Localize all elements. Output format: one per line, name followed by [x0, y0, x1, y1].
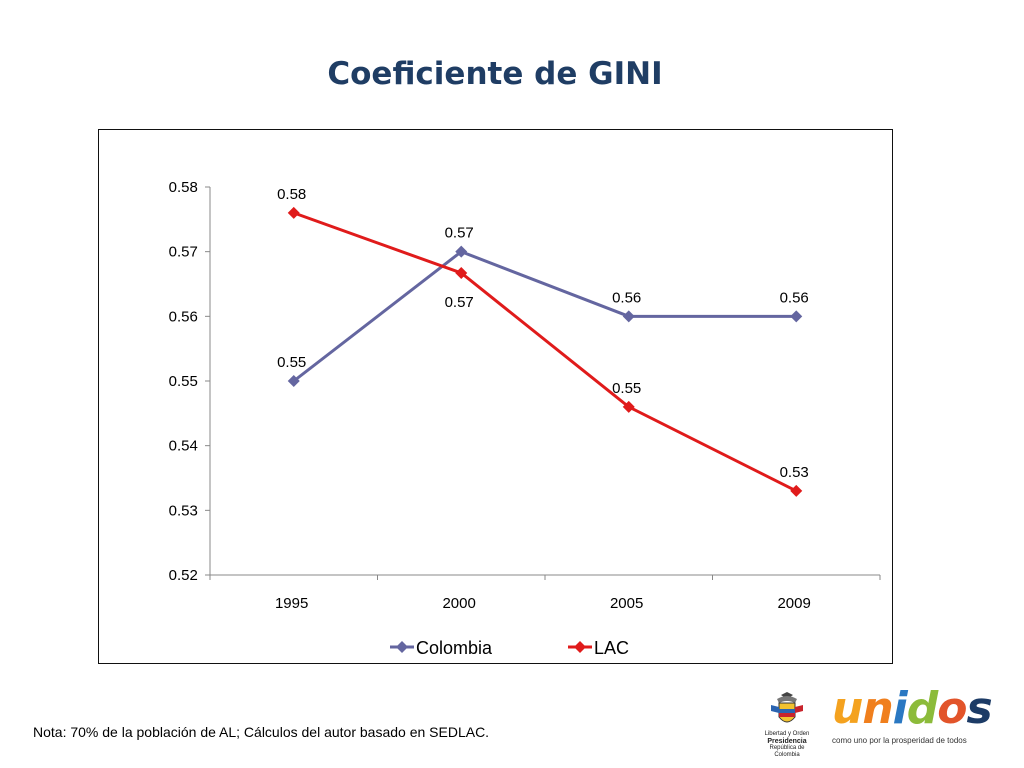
data-point-colombia: [622, 310, 635, 323]
data-point-lac: [622, 400, 635, 413]
y-tick-label: 0.58: [169, 179, 202, 196]
x-tick-label: 2009: [777, 595, 815, 612]
unidos-tagline: como uno por la prosperidad de todos: [832, 736, 967, 745]
x-tick-label: 1995: [275, 595, 313, 612]
unidos-letter-s: s: [966, 683, 992, 734]
legend-label-lac: LAC: [594, 638, 629, 658]
x-tick-label: 2005: [610, 595, 648, 612]
x-tick-label: 2000: [442, 595, 480, 612]
data-label-colombia: 0.55: [277, 354, 310, 371]
legend-marker-lac: [574, 641, 586, 653]
unidos-logo: unidos como uno por la prosperidad de to…: [832, 683, 993, 754]
unidos-letter-i: i: [892, 683, 908, 734]
unidos-letter-u: u: [832, 683, 863, 734]
data-label-colombia: 0.57: [445, 225, 478, 242]
y-tick-label: 0.56: [169, 308, 202, 325]
unidos-letter-d: d: [906, 683, 938, 734]
data-point-lac: [287, 206, 300, 219]
data-point-lac: [790, 484, 803, 497]
coat-of-arms-icon: [771, 692, 803, 723]
y-tick-label: 0.57: [169, 244, 202, 261]
data-label-lac: 0.53: [780, 464, 813, 481]
series-line-colombia: [292, 249, 797, 383]
data-point-colombia: [287, 375, 300, 387]
y-tick-label: 0.54: [169, 438, 202, 455]
data-label-lac: 0.57: [445, 294, 478, 311]
series-line-lac: [293, 211, 797, 493]
presidencia-name: Presidencia: [767, 738, 807, 745]
footnote: Nota: 70% de la población de AL; Cálculo…: [33, 724, 490, 740]
unidos-letter-n: n: [862, 683, 893, 734]
slide-title: Coeficiente de GINI: [327, 56, 663, 92]
presidencia-motto: Libertad y Orden: [764, 731, 810, 737]
y-tick-label: 0.55: [169, 373, 202, 390]
legend-label-colombia: Colombia: [416, 638, 493, 658]
y-tick-label: 0.52: [169, 567, 202, 584]
data-label-colombia: 0.56: [612, 289, 645, 306]
data-label-colombia: 0.56: [780, 289, 813, 306]
data-point-colombia: [790, 310, 803, 323]
data-label-lac: 0.58: [277, 186, 310, 203]
legend-marker-colombia: [396, 641, 408, 653]
unidos-letter-o: o: [937, 683, 967, 734]
presidencia-logo: Libertad y Orden Presidencia República d…: [757, 691, 817, 758]
y-tick-label: 0.53: [169, 502, 202, 519]
presidencia-country: República de Colombia: [769, 745, 805, 758]
data-point-lac: [455, 267, 468, 280]
gini-line-chart: 0.52 0.53 0.54 0.55 0.56 0.57 0.58 1995 …: [169, 179, 881, 658]
unidos-wordmark: unidos: [832, 683, 993, 734]
data-label-lac: 0.55: [612, 380, 645, 397]
